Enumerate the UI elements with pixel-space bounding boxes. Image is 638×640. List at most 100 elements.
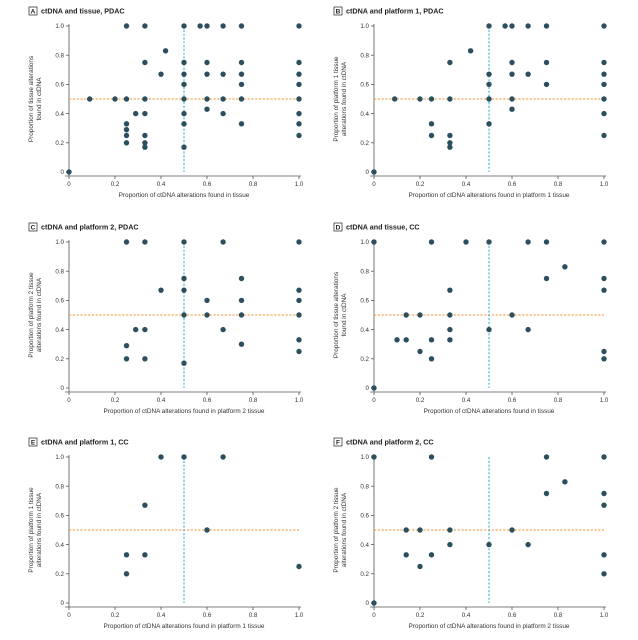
data-point <box>238 81 245 88</box>
y-tick-label: 0 <box>61 169 65 176</box>
data-point <box>181 144 187 150</box>
data-point <box>428 454 435 460</box>
y-tick-label: 1.0 <box>360 23 369 30</box>
data-point <box>428 356 435 362</box>
x-tick-label: 1.0 <box>295 612 304 619</box>
y-tick-label: 0.8 <box>360 483 369 490</box>
y-tick-label: 0.2 <box>55 356 64 363</box>
data-point <box>601 23 607 29</box>
data-point <box>220 23 226 29</box>
x-tick-label: 0.8 <box>554 181 563 188</box>
x-tick-label: 0.8 <box>249 397 258 404</box>
x-tick-label: 0.4 <box>157 397 166 404</box>
data-point <box>158 454 164 460</box>
data-point <box>447 59 453 66</box>
x-tick-label: 0.8 <box>249 612 258 619</box>
data-point <box>486 326 492 333</box>
data-point <box>447 312 453 318</box>
data-point <box>601 59 607 66</box>
data-point <box>447 132 453 139</box>
data-point <box>296 287 302 293</box>
y-axis-label: found in ctDNA <box>36 77 43 121</box>
data-point <box>204 59 210 66</box>
data-point <box>133 110 139 117</box>
data-point <box>66 169 72 175</box>
data-point <box>601 571 607 577</box>
y-tick-label: 0.6 <box>360 513 369 520</box>
data-point <box>133 326 139 333</box>
x-tick-label: 0 <box>67 612 71 619</box>
y-axis-label: Proportion of tissue alterations <box>28 56 35 142</box>
data-point <box>238 275 245 282</box>
data-point <box>296 312 302 318</box>
data-point <box>447 96 453 102</box>
data-point <box>509 106 515 112</box>
y-tick-label: 0 <box>366 385 370 392</box>
data-point <box>543 59 550 66</box>
data-point <box>543 275 550 282</box>
data-point <box>123 140 130 146</box>
data-point <box>181 239 187 245</box>
data-point <box>428 337 435 343</box>
data-point <box>220 454 226 460</box>
data-point <box>417 312 423 318</box>
y-tick-label: 1.0 <box>360 239 369 246</box>
data-point <box>543 81 550 88</box>
y-tick-label: 0.4 <box>55 111 64 118</box>
panel-letter-box <box>333 6 343 16</box>
data-point <box>123 552 130 558</box>
y-tick-label: 0.4 <box>360 111 369 118</box>
data-point <box>601 132 607 139</box>
y-tick-label: 0.4 <box>55 327 64 334</box>
data-point <box>296 96 302 102</box>
data-point <box>403 312 409 318</box>
data-point <box>142 239 148 245</box>
data-point <box>112 96 118 102</box>
data-point <box>601 502 607 508</box>
y-tick-label: 0.8 <box>55 52 64 59</box>
x-axis-label: Proportion of ctDNA alterations found in… <box>104 623 265 630</box>
x-tick-label: 0.2 <box>111 181 120 188</box>
data-point <box>123 239 130 245</box>
y-tick-label: 0.6 <box>360 82 369 89</box>
data-point <box>543 23 550 29</box>
y-tick-label: 0 <box>366 169 370 176</box>
y-tick-label: 1.0 <box>55 23 64 30</box>
data-point <box>502 23 508 29</box>
x-tick-label: 0.8 <box>249 181 258 188</box>
data-point <box>543 490 550 497</box>
data-point <box>296 71 302 77</box>
data-point <box>447 527 453 533</box>
y-axis-label: Proportion of tissue alterations <box>333 272 340 358</box>
x-tick-label: 0 <box>67 181 71 188</box>
panel-letter-box <box>333 437 343 447</box>
data-point <box>601 239 607 245</box>
data-point <box>601 356 607 362</box>
panel-letter-box <box>333 222 343 232</box>
data-point <box>158 71 164 77</box>
data-point <box>486 23 492 29</box>
data-point <box>601 81 607 88</box>
data-point <box>601 110 607 117</box>
data-point <box>123 571 130 577</box>
data-point <box>296 297 302 304</box>
data-point <box>403 552 409 558</box>
data-point <box>142 132 148 139</box>
data-point <box>296 59 302 66</box>
panel-letter: D <box>336 224 341 231</box>
data-point <box>509 71 515 77</box>
y-axis-label: Proportion of platform 1 tissue <box>333 56 340 142</box>
data-point <box>447 326 453 333</box>
panel-letter: C <box>31 224 36 231</box>
data-point <box>162 48 169 54</box>
x-tick-label: 0.6 <box>203 612 212 619</box>
data-point <box>238 59 245 66</box>
x-tick-label: 1.0 <box>600 397 609 404</box>
data-point <box>525 326 531 333</box>
data-point <box>428 552 435 558</box>
data-point <box>204 527 210 533</box>
